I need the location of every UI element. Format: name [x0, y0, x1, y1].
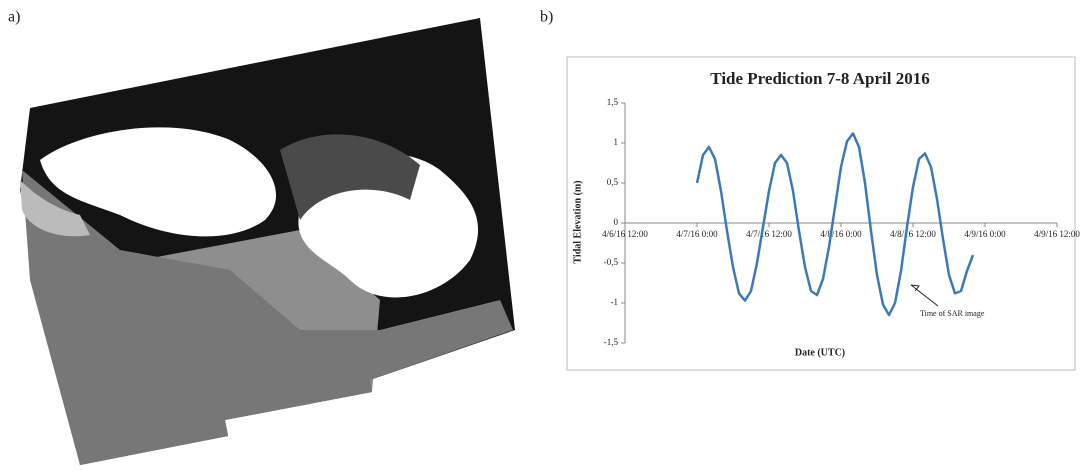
y-tick-label: 1,5: [607, 97, 619, 107]
sar-image: [20, 18, 515, 465]
y-tick-label: -0,5: [604, 257, 619, 267]
x-tick-label: 4/9/16 12:00: [1034, 229, 1080, 239]
x-axis-title: Date (UTC): [795, 347, 845, 358]
y-tick-label: -1,5: [604, 337, 619, 347]
x-tick-label: 4/8/16 12:00: [890, 229, 936, 239]
arrow-head: [910, 284, 920, 292]
x-tick-label: 4/9/16 0:00: [964, 229, 1006, 239]
y-tick-label: 0,5: [607, 177, 619, 187]
chart-frame: [566, 56, 1076, 371]
annotation-arrow: [910, 284, 939, 307]
x-tick-label: 4/8/16 0:00: [820, 229, 862, 239]
y-tick-label: -1: [611, 297, 619, 307]
y-tick-label: 1: [614, 137, 619, 147]
y-axis-title: Tidal Elevation (m): [572, 180, 583, 263]
y-tick-label: 0: [614, 217, 619, 227]
annotation: Time of SAR image: [920, 309, 985, 318]
x-tick-label: 4/7/16 0:00: [676, 229, 718, 239]
panel-label: a): [8, 9, 20, 26]
chart-title: Tide Prediction 7-8 April 2016: [710, 69, 929, 88]
tide-line: [695, 132, 975, 317]
x-tick-label: 4/7/16 12:00: [746, 229, 792, 239]
panel-label: b): [540, 9, 553, 26]
x-tick-label: 4/6/16 12:00: [602, 229, 648, 239]
